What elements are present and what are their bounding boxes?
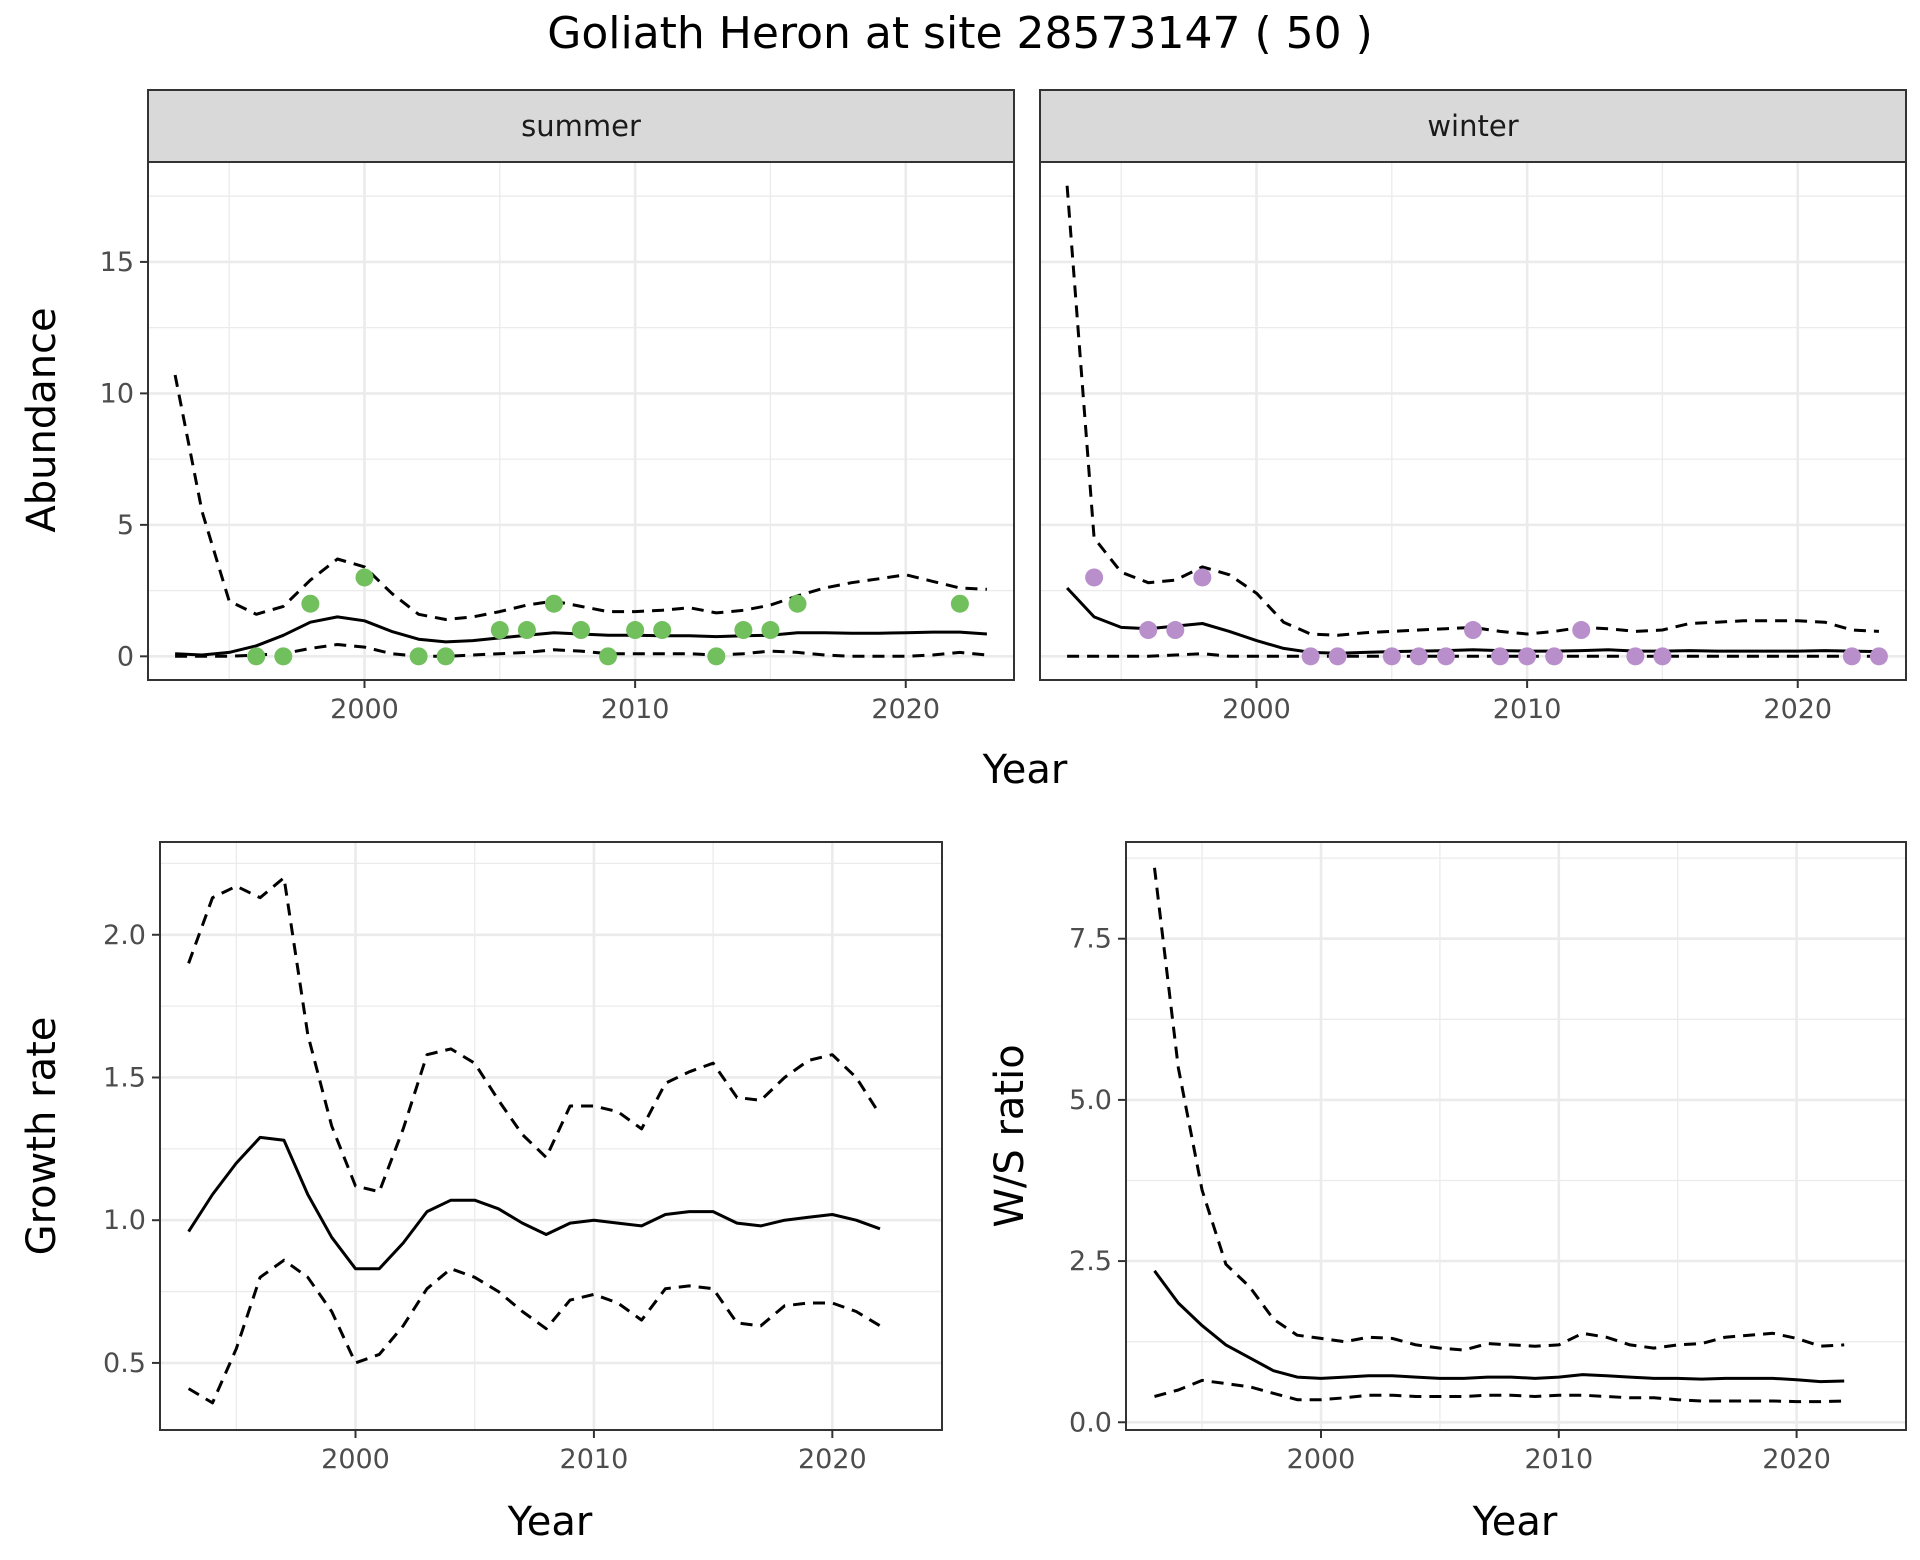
observed-count-point	[1193, 568, 1212, 587]
upper-ci-line	[1153, 867, 1845, 1352]
facet-strip	[147, 89, 1015, 163]
y-tick-label: 2.5	[1069, 1246, 1112, 1277]
panel-border	[147, 161, 1015, 681]
observed-count-point	[653, 621, 672, 640]
observed-count-point	[1518, 647, 1537, 666]
y-tick-label: 2.0	[103, 920, 146, 951]
facet-winter-panel: winter 2000 2010 2020	[1039, 89, 1907, 725]
y-tick-label: 10	[100, 378, 134, 409]
facet-summer-panel: summer 2000 2010 2020 0 5 10 15	[100, 89, 1015, 725]
ws-ratio-panel: 2000 2010 2020 0.0 2.5 5.0 7.5	[1069, 841, 1907, 1475]
observed-count-point	[1491, 647, 1510, 666]
observed-count-point	[247, 647, 266, 666]
observed-count-point	[950, 594, 969, 613]
y-tick-label: 0	[117, 641, 134, 672]
observed-count-point	[626, 621, 645, 640]
mean-line	[1153, 1269, 1845, 1384]
x-tick-label: 2020	[798, 1444, 867, 1475]
x-tick-label: 2010	[560, 1444, 629, 1475]
y-tick-label: 15	[100, 247, 134, 278]
plot-background	[148, 162, 1014, 680]
observed-count-point	[599, 647, 618, 666]
observed-count-point	[490, 621, 509, 640]
observed-count-point	[1572, 621, 1591, 640]
upper-ci-line	[173, 374, 987, 621]
growth-rate-panel: 2000 2010 2020 0.5 1.0 1.5 2.0	[103, 841, 943, 1475]
x-tick-label: 2020	[1762, 1444, 1831, 1475]
x-tick-label: 2010	[601, 694, 670, 725]
y-tick-label: 7.5	[1069, 924, 1112, 955]
x-tick-label: 2000	[321, 1444, 390, 1475]
lower-ci-line	[175, 643, 988, 658]
facet-strip-label: summer	[521, 109, 641, 143]
panel-border	[159, 841, 943, 1431]
observed-count-point	[544, 594, 563, 613]
observed-count-point	[517, 621, 536, 640]
x-tick-label: 2000	[330, 694, 399, 725]
x-tick-label: 2010	[1493, 694, 1562, 725]
ratio-x-axis-title: Year	[1472, 1499, 1558, 1545]
lower-ci-line	[1154, 1378, 1845, 1404]
observed-count-point	[1301, 647, 1320, 666]
observed-count-point	[1653, 647, 1672, 666]
observed-count-point	[788, 594, 807, 613]
abundance-y-axis-title: Abundance	[19, 307, 65, 532]
panel-border	[1125, 841, 1907, 1431]
observed-count-point	[301, 594, 320, 613]
ratio-y-axis-title: W/S ratio	[987, 1044, 1033, 1227]
observed-count-point	[409, 647, 428, 666]
observed-count-point	[1464, 621, 1482, 640]
observed-count-point	[1545, 647, 1564, 666]
y-tick-label: 5.0	[1069, 1085, 1112, 1116]
y-tick-label: 0.5	[103, 1348, 146, 1379]
facet-strip	[1039, 89, 1907, 163]
x-tick-label: 2020	[871, 694, 940, 725]
observed-count-point	[355, 568, 374, 587]
observed-count-point	[1328, 647, 1347, 666]
upper-ci-line	[1065, 185, 1879, 637]
observed-count-point	[1166, 621, 1185, 640]
abundance-x-axis-title: Year	[982, 747, 1068, 793]
plot-background	[160, 842, 942, 1430]
observed-count-point	[572, 621, 590, 640]
growth-y-axis-title: Growth rate	[19, 1017, 65, 1256]
lower-ci-line	[1067, 652, 1879, 658]
upper-ci-line	[187, 876, 882, 1194]
x-tick-label: 2000	[1222, 694, 1291, 725]
observed-count-point	[1139, 621, 1158, 640]
mean-line	[1066, 586, 1879, 655]
panel-border	[1039, 161, 1907, 681]
x-tick-label: 2000	[1287, 1444, 1356, 1475]
observed-count-point	[707, 647, 726, 666]
mean-line	[187, 1135, 881, 1271]
observed-count-point	[1626, 647, 1645, 666]
observed-count-point	[436, 647, 455, 666]
plot-background	[1040, 162, 1906, 680]
observed-count-point	[1085, 568, 1104, 587]
chart-title: Goliath Heron at site 28573147 ( 50 )	[547, 8, 1373, 59]
observed-count-point	[274, 647, 293, 666]
facet-strip-label: winter	[1427, 109, 1518, 143]
lower-ci-line	[187, 1258, 881, 1405]
x-tick-label: 2010	[1524, 1444, 1593, 1475]
x-tick-label: 2020	[1763, 694, 1832, 725]
observed-count-point	[761, 621, 780, 640]
observed-count-point	[1842, 647, 1861, 666]
observed-count-point	[734, 621, 753, 640]
observed-count-point	[1409, 647, 1428, 666]
observed-count-point	[1436, 647, 1455, 666]
observed-count-point	[1382, 647, 1401, 666]
y-tick-label: 5	[117, 510, 134, 541]
y-tick-label: 0.0	[1069, 1407, 1112, 1438]
y-tick-label: 1.0	[103, 1205, 146, 1236]
y-tick-label: 1.5	[103, 1062, 146, 1093]
growth-x-axis-title: Year	[507, 1499, 593, 1545]
observed-count-point	[1869, 647, 1888, 666]
